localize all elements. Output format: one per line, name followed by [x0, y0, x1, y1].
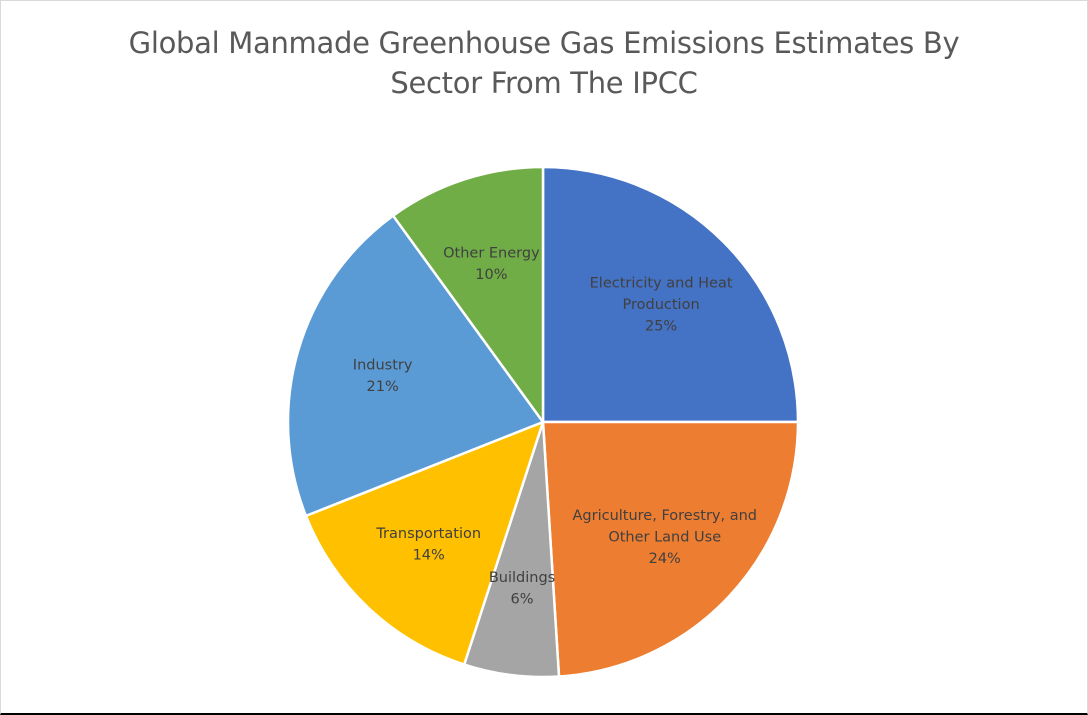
data-label-industry: Industry 21%: [353, 358, 413, 396]
chart-title-line-1: Global Manmade Greenhouse Gas Emissions …: [128, 26, 960, 60]
data-label-value: 10%: [475, 267, 507, 283]
data-label-value: 6%: [511, 591, 534, 607]
data-label-category: Buildings: [489, 570, 555, 586]
data-label-electricity-and-heat-production: Electricity and Heat Production 25%: [590, 275, 733, 334]
pie-slice-industry: [286, 214, 545, 518]
data-label-value: 25%: [645, 318, 677, 334]
chart-title: Global Manmade Greenhouse Gas Emissions …: [1, 23, 1087, 103]
data-label-transportation: Transportation 14%: [375, 526, 481, 564]
data-label-agriculture-forestry-and-other-land-use: Agriculture, Forestry, and Other Land Use…: [572, 508, 757, 567]
pie-slice-agriculture-forestry-and-other-land-use: [541, 420, 800, 678]
data-labels: Electricity and Heat Production 25% Agricul…: [353, 245, 757, 607]
pie-slice-other-energy: [391, 165, 545, 424]
data-label-category: Electricity and Heat: [590, 275, 733, 291]
data-label-category: Production: [623, 297, 700, 313]
data-label-category: Agriculture, Forestry, and: [572, 508, 757, 524]
data-label-other-energy: Other Energy 10%: [443, 245, 540, 283]
pie-slice-transportation: [304, 420, 545, 666]
data-label-category: Other Energy: [443, 245, 540, 261]
data-label-value: 14%: [413, 547, 445, 563]
data-label-value: 24%: [649, 551, 681, 567]
data-label-category: Industry: [353, 358, 413, 374]
pie-slice-electricity-and-heat-production: [541, 165, 800, 424]
data-label-value: 21%: [367, 379, 399, 395]
chart-title-line-2: Sector From The IPCC: [390, 66, 698, 100]
data-label-category: Transportation: [375, 526, 481, 542]
data-label-category: Other Land Use: [608, 529, 721, 545]
pie-slices: [286, 165, 800, 679]
data-label-buildings: Buildings 6%: [489, 570, 555, 608]
